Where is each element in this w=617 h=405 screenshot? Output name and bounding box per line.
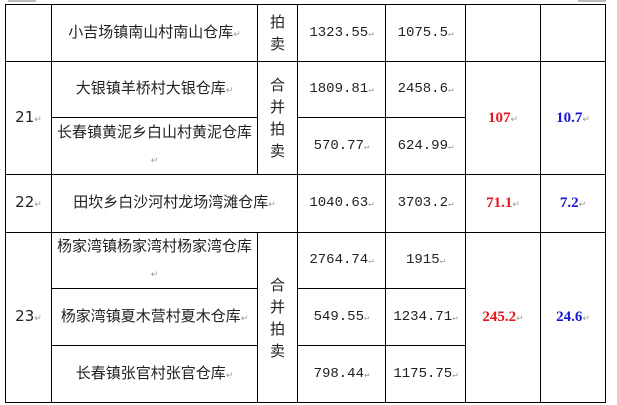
table-row: 23↵ 杨家湾镇杨家湾村杨家湾仓库↵ 合并拍卖 2764.74↵ 1915↵ 2… (5, 232, 606, 403)
warehouse-name: 长春镇张官村张官仓库↵ (51, 345, 258, 403)
red-value: 71.1↵ (465, 174, 541, 233)
value-b: 1915↵ (385, 232, 466, 289)
blue-value: 7.2↵ (540, 174, 606, 233)
table-row: 21↵ 大银镇羊桥村大银仓库↵ 合并拍卖 1809.81↵ 2458.6↵ 10… (5, 61, 606, 175)
value-a: 570.77↵ (297, 117, 386, 175)
warehouse-name: 杨家湾镇杨家湾村杨家湾仓库↵ (51, 232, 258, 289)
row-number: 23↵ (5, 232, 52, 403)
value-b: 3703.2↵ (385, 174, 466, 233)
value-b: 2458.6↵ (385, 61, 466, 118)
blue-value: 24.6↵ (540, 232, 606, 403)
auction-method: 合并拍卖 (257, 232, 298, 403)
warehouse-name: 大银镇羊桥村大银仓库↵ (51, 61, 258, 118)
value-a: 549.55↵ (297, 288, 386, 346)
red-value: 107↵ (465, 61, 541, 175)
row-number (5, 4, 52, 62)
value-a: 2764.74↵ (297, 232, 386, 289)
auction-method: 拍卖 (257, 4, 298, 62)
cropped-mark (578, 0, 606, 2)
table-row: 杨家湾镇夏木营村夏木仓库↵ 549.55↵ 1234.71↵ (6, 288, 606, 346)
red-value: 245.2↵ (465, 232, 541, 403)
blue-value (540, 4, 606, 62)
warehouse-table: 小吉场镇南山村南山仓库↵ 拍卖 1323.55↵ 1075.5↵ 21↵ 大银镇… (5, 4, 606, 403)
row-number: 22↵ (5, 174, 52, 233)
blue-value: 10.7↵ (540, 61, 606, 175)
warehouse-name: 小吉场镇南山村南山仓库↵ (51, 4, 258, 62)
value-a: 1040.63↵ (297, 174, 386, 233)
warehouse-name: 长春镇黄泥乡白山村黄泥仓库↵ (51, 117, 258, 175)
auction-method: 合并拍卖 (257, 61, 298, 175)
value-b: 1234.71↵ (385, 288, 466, 346)
value-b: 1075.5↵ (385, 4, 466, 62)
table-row: 长春镇张官村张官仓库↵ 798.44↵ 1175.75↵ (6, 345, 606, 403)
table-row: 22↵ 田坎乡白沙河村龙场湾滩仓库↵ 1040.63↵ 3703.2↵ 71.1… (5, 174, 606, 233)
value-b: 1175.75↵ (385, 345, 466, 403)
table-row: 长春镇黄泥乡白山村黄泥仓库↵ 570.77↵ 624.99↵ (6, 117, 606, 175)
table-row: 小吉场镇南山村南山仓库↵ 拍卖 1323.55↵ 1075.5↵ (5, 4, 606, 62)
red-value (465, 4, 541, 62)
value-a: 1323.55↵ (297, 4, 386, 62)
cropped-mark (8, 0, 36, 2)
warehouse-name: 田坎乡白沙河村龙场湾滩仓库↵ (51, 174, 298, 233)
value-a: 798.44↵ (297, 345, 386, 403)
value-a: 1809.81↵ (297, 61, 386, 118)
value-b: 624.99↵ (385, 117, 466, 175)
row-number: 21↵ (5, 61, 52, 175)
warehouse-name: 杨家湾镇夏木营村夏木仓库↵ (51, 288, 258, 346)
